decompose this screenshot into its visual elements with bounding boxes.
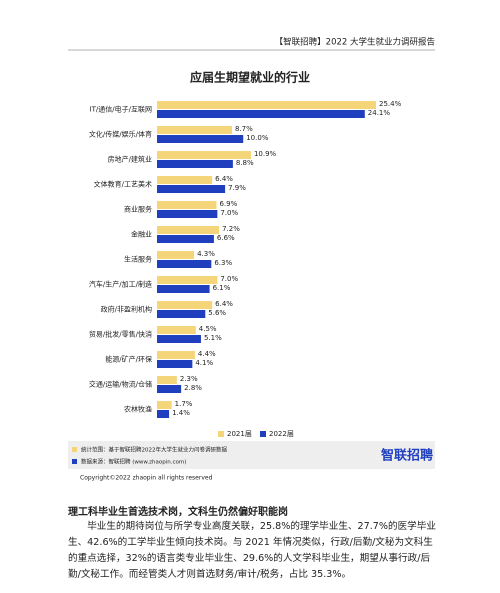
value-label: 24.1%: [368, 109, 391, 117]
note-icon: [72, 459, 77, 464]
bar: [157, 260, 212, 268]
logo: 智联招聘: [381, 448, 433, 464]
value-label: 7.2%: [222, 225, 240, 233]
paragraph: 毕业生的期待岗位与所学专业高度关联，25.8%的理学毕业生、27.7%的医学毕业…: [68, 521, 436, 580]
bar: [157, 310, 206, 318]
category-label: 文体教育/工艺美术: [94, 180, 152, 189]
value-label: 25.4%: [379, 100, 402, 108]
value-label: 1.4%: [172, 409, 190, 417]
value-label: 5.1%: [204, 334, 222, 342]
bar: [157, 226, 220, 234]
category-label: 交通/运输/物流/仓储: [89, 380, 152, 389]
value-label: 2.8%: [184, 384, 202, 392]
bar: [157, 326, 196, 334]
bar: [157, 110, 365, 118]
header: 【智联招聘】2022 大学生就业力调研报告: [275, 37, 435, 48]
category-label: 房地产/建筑业: [108, 155, 152, 164]
legend-label: 2022届: [269, 430, 294, 438]
value-label: 6.4%: [215, 300, 233, 308]
bar: [157, 276, 218, 284]
bar: [157, 185, 226, 193]
bar: [157, 135, 244, 143]
category-label: 文化/传媒/娱乐/体育: [89, 130, 152, 139]
bar: [157, 376, 177, 384]
category-label: 金融业: [131, 230, 152, 239]
value-label: 10.0%: [246, 134, 269, 142]
value-label: 7.0%: [220, 209, 238, 217]
value-label: 1.7%: [175, 400, 193, 408]
copyright: Copyright©2022 zhaopin all rights reserv…: [80, 475, 213, 482]
value-label: 4.3%: [197, 250, 215, 258]
category-label: 农林牧渔: [124, 405, 152, 414]
note-box: [68, 441, 435, 469]
bar: [157, 401, 172, 409]
value-label: 6.3%: [214, 259, 232, 267]
category-label: 生活服务: [124, 255, 152, 264]
category-label: 商业服务: [124, 205, 152, 214]
bar: [157, 160, 233, 168]
bar: [157, 151, 251, 159]
chart-title: 应届生期望就业的行业: [190, 70, 310, 85]
bar: [157, 101, 376, 109]
bar: [157, 285, 210, 293]
note: 统计范围：基于智联招聘2022年大学生就业力问卷调研数据: [81, 446, 227, 454]
value-label: 6.6%: [217, 234, 235, 242]
bar: [157, 360, 193, 368]
bar: [157, 251, 195, 259]
bar: [157, 235, 214, 243]
category-label: 政府/非盈利机构: [101, 305, 152, 314]
bar: [157, 201, 217, 209]
bar: [157, 335, 201, 343]
bar: [157, 410, 170, 418]
value-label: 4.4%: [198, 350, 216, 358]
note: 数据来源：智联招聘 (www.zhaopin.com): [81, 458, 186, 466]
value-label: 4.1%: [195, 359, 213, 367]
bar: [157, 176, 213, 184]
category-label: 汽车/生产/加工/制造: [89, 280, 152, 289]
bar: [157, 210, 218, 218]
legend-label: 2021届: [227, 430, 252, 438]
value-label: 5.6%: [208, 309, 226, 317]
category-label: 贸易/批发/零售/快消: [89, 330, 152, 339]
value-label: 7.0%: [220, 275, 238, 283]
value-label: 8.7%: [235, 125, 253, 133]
chart: 【智联招聘】2022 大学生就业力调研报告 应届生期望就业的行业 统计范围：基于…: [68, 37, 435, 482]
value-label: 6.9%: [219, 200, 237, 208]
value-label: 7.9%: [228, 184, 246, 192]
bar: [157, 385, 182, 393]
bar: [157, 126, 233, 134]
section-heading: 理工科毕业生首选技术岗，文科生仍然偏好职能岗: [68, 507, 288, 518]
category-label: 能源/矿产/环保: [105, 355, 152, 364]
bar: [157, 301, 213, 309]
bar: [157, 351, 195, 359]
value-label: 2.3%: [180, 375, 198, 383]
value-label: 8.8%: [236, 159, 254, 167]
category-label: IT/通信/电子/互联网: [90, 105, 152, 114]
note-icon: [72, 447, 77, 452]
legend-swatch: [218, 431, 224, 437]
value-label: 10.9%: [254, 150, 277, 158]
value-label: 6.1%: [213, 284, 231, 292]
value-label: 4.5%: [199, 325, 217, 333]
value-label: 6.4%: [215, 175, 233, 183]
legend-swatch: [260, 431, 266, 437]
